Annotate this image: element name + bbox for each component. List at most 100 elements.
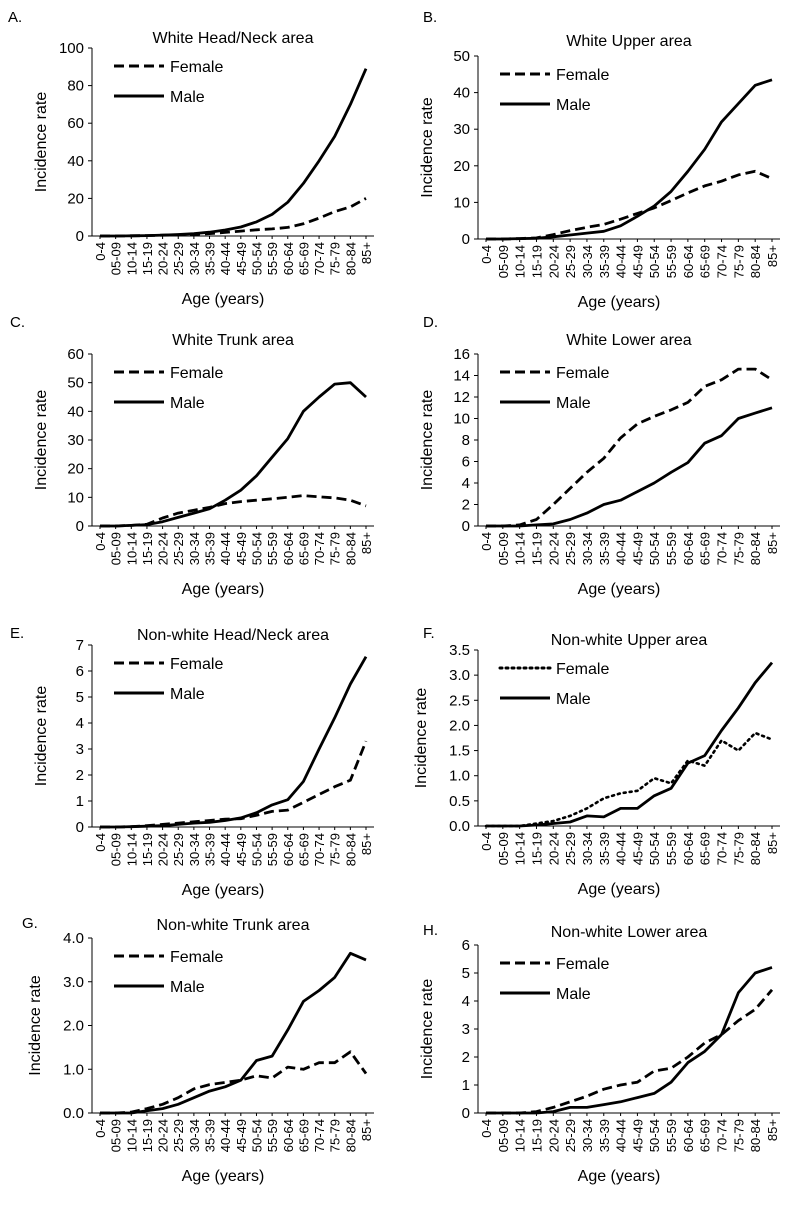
legend-label-female: Female <box>170 59 223 76</box>
legend-label-male: Male <box>556 395 591 412</box>
x-tick-label: 0-4 <box>93 532 108 551</box>
y-axis-title: Incidence rate <box>419 979 436 1080</box>
chart-title: White Lower area <box>566 332 691 349</box>
y-tick-label: 50 <box>67 375 84 392</box>
y-tick-label: 40 <box>453 85 470 102</box>
x-tick-label: 05-09 <box>109 1119 124 1152</box>
legend-label-male: Male <box>170 89 205 106</box>
y-tick-label: 0 <box>76 228 84 245</box>
x-tick-label: 05-09 <box>109 833 124 866</box>
x-axis-title: Age (years) <box>578 294 661 311</box>
chart-panel-d: D. White Lower area 0 2 4 6 8 10 12 14 16 Incidence… <box>419 314 780 598</box>
legend-label-female: Female <box>170 365 223 382</box>
y-axis-title: Incidence rate <box>413 688 430 789</box>
x-axis-title: Age (years) <box>182 882 265 899</box>
x-tick-label: 45-49 <box>630 245 645 278</box>
series-line-male <box>486 661 774 828</box>
x-tick-label: 35-39 <box>203 833 218 866</box>
x-tick-label: 80-84 <box>748 832 763 865</box>
y-axis-title: Incidence rate <box>419 390 436 491</box>
x-tick-label: 60-64 <box>681 1119 696 1152</box>
y-tick-label: 6 <box>462 937 470 954</box>
series-line-male <box>100 656 368 829</box>
x-tick-label: 55-59 <box>265 833 280 866</box>
legend-label-female: Female <box>556 67 609 84</box>
x-tick-label: 30-34 <box>187 532 202 565</box>
x-tick-label: 20-24 <box>156 532 171 565</box>
x-tick-label: 05-09 <box>109 532 124 565</box>
y-tick-label: 2 <box>462 1049 470 1066</box>
y-tick-label: 2 <box>462 497 470 514</box>
x-tick-label: 65-69 <box>296 242 311 275</box>
x-tick-label: 05-09 <box>496 832 511 865</box>
x-tick-label: 65-69 <box>698 1119 713 1152</box>
y-tick-label: 3.5 <box>449 642 470 659</box>
x-tick-label: 55-59 <box>664 1119 679 1152</box>
x-tick-label: 15-19 <box>529 245 544 278</box>
x-tick-label: 85+ <box>765 245 780 267</box>
x-tick-label: 20-24 <box>546 832 561 865</box>
x-tick-label: 60-64 <box>281 1119 296 1152</box>
x-tick-label: 70-74 <box>715 1119 730 1152</box>
legend-label-male: Male <box>556 97 591 114</box>
x-tick-label: 40-44 <box>614 245 629 278</box>
x-tick-label: 40-44 <box>614 832 629 865</box>
chart-panel-f: F. Non-white Upper area 0.0 0.5 1.0 1.5 2.0 2.5… <box>413 625 780 898</box>
y-tick-label: 0 <box>462 231 470 248</box>
x-tick-label: 20-24 <box>156 833 171 866</box>
series-line-female <box>486 169 773 241</box>
x-tick-label: 85+ <box>359 532 374 554</box>
x-tick-label: 55-59 <box>265 1119 280 1152</box>
x-tick-label: 50-54 <box>249 532 264 565</box>
x-tick-label: 70-74 <box>715 245 730 278</box>
panel-letter: F. <box>423 625 435 642</box>
x-tick-label: 45-49 <box>234 532 249 565</box>
x-tick-label: 85+ <box>359 1119 374 1141</box>
series-line-male <box>100 951 367 1115</box>
chart-panel-c: C. White Trunk area 0 10 20 30 40 50 60 Incidence… <box>10 314 374 598</box>
y-axis-title: Incidence rate <box>33 92 50 193</box>
x-tick-label: 55-59 <box>664 245 679 278</box>
x-tick-label: 25-29 <box>171 1119 186 1152</box>
x-tick-label: 30-34 <box>580 1119 595 1152</box>
chart-title: White Upper area <box>566 33 691 50</box>
y-axis-title: Incidence rate <box>27 975 44 1076</box>
x-tick-label: 05-09 <box>496 532 511 565</box>
x-tick-label: 25-29 <box>563 532 578 565</box>
x-tick-label: 25-29 <box>171 242 186 275</box>
x-tick-label: 15-19 <box>140 532 155 565</box>
chart-title: Non-white Head/Neck area <box>137 627 329 644</box>
y-axis-title: Incidence rate <box>33 390 50 491</box>
panel-letter: E. <box>10 625 24 642</box>
x-axis-title: Age (years) <box>182 581 265 598</box>
x-tick-label: 70-74 <box>312 532 327 565</box>
x-tick-label: 15-19 <box>529 1119 544 1152</box>
y-tick-label: 0 <box>462 1105 470 1122</box>
x-tick-label: 85+ <box>359 242 374 264</box>
legend-label-female: Female <box>556 365 609 382</box>
series-line-female <box>100 1050 368 1115</box>
x-tick-label: 85+ <box>765 532 780 554</box>
y-tick-label: 40 <box>67 403 84 420</box>
x-tick-label: 35-39 <box>597 832 612 865</box>
x-tick-label: 40-44 <box>614 1119 629 1152</box>
x-tick-label: 85+ <box>359 833 374 855</box>
x-tick-label: 10-14 <box>513 832 528 865</box>
x-tick-label: 0-4 <box>93 242 108 261</box>
x-tick-label: 85+ <box>765 832 780 854</box>
x-tick-label: 80-84 <box>748 245 763 278</box>
x-tick-label: 05-09 <box>109 242 124 275</box>
chart-panel-g: G. Non-white Trunk area 0.0 1.0 2.0 3.0 4.0 Inc… <box>22 915 374 1185</box>
y-tick-label: 3 <box>76 741 84 758</box>
x-tick-label: 10-14 <box>513 532 528 565</box>
x-tick-label: 65-69 <box>698 832 713 865</box>
panel-letter: A. <box>8 9 22 26</box>
x-tick-label: 25-29 <box>171 532 186 565</box>
x-tick-label: 25-29 <box>563 1119 578 1152</box>
x-tick-label: 70-74 <box>715 832 730 865</box>
y-tick-label: 6 <box>76 663 84 680</box>
y-tick-label: 2.5 <box>449 692 470 709</box>
y-tick-label: 12 <box>453 389 470 406</box>
